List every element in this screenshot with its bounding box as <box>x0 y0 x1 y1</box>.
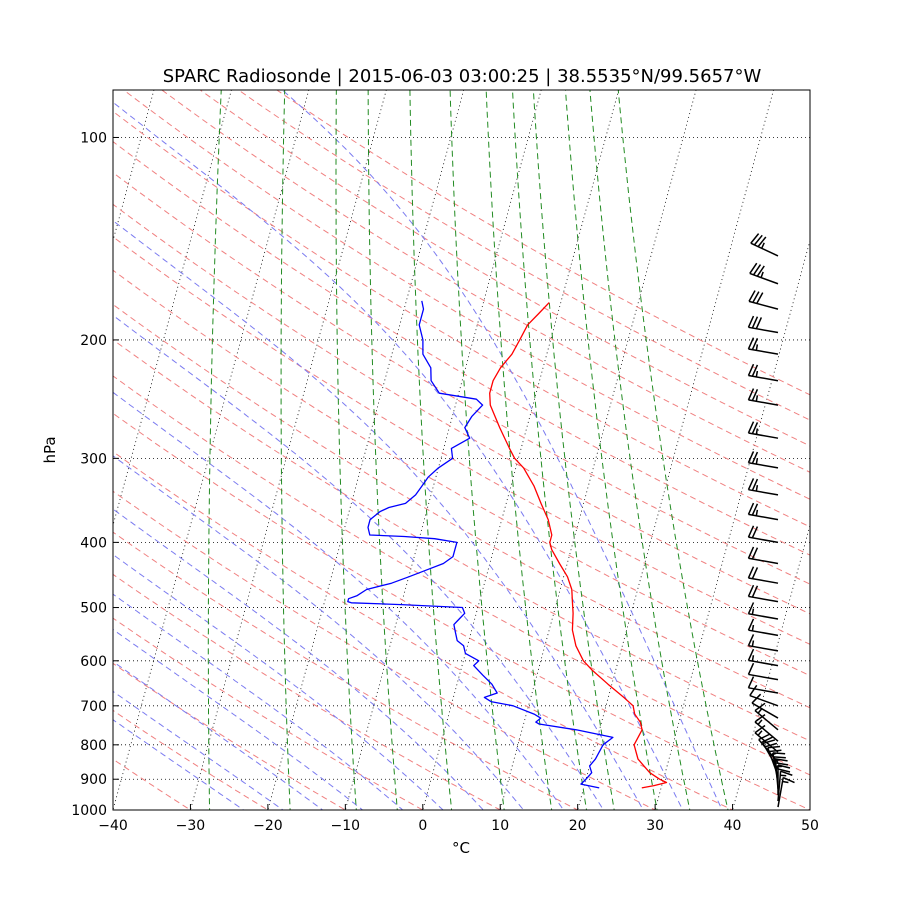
dry-adiabat-line <box>113 709 269 810</box>
x-tick-label: −40 <box>98 818 128 834</box>
moist-adiabat-line <box>113 101 684 810</box>
wind-barb <box>747 337 779 355</box>
dry-adiabat-line <box>113 451 734 810</box>
chart-title: SPARC Radiosonde | 2015-06-03 03:00:25 |… <box>163 66 762 87</box>
moist-adiabat-line <box>113 314 605 810</box>
dry-adiabat-line <box>113 141 810 556</box>
wind-barb <box>758 733 779 764</box>
x-tick-label: 40 <box>724 818 742 834</box>
wind-barb <box>754 713 779 742</box>
dry-adiabat-line <box>113 758 192 810</box>
wind-barb <box>749 262 779 285</box>
wind-barb <box>747 648 779 667</box>
dry-adiabat-line <box>113 573 502 810</box>
wind-barb <box>747 602 779 620</box>
axes: −40 −30 −20 −10 0 10 20 30 40 50 100 200 300 400 500 60… <box>71 130 819 834</box>
mixing-ratio-line <box>280 90 291 810</box>
wind-barb <box>747 502 779 521</box>
moist-adiabat-line <box>113 553 444 810</box>
wind-barb <box>747 478 779 496</box>
wind-barb <box>777 770 793 802</box>
wind-barb <box>747 315 779 334</box>
x-tick-label: 0 <box>418 818 427 834</box>
moist-adiabat-line <box>113 719 245 810</box>
x-tick-label: −10 <box>331 818 361 834</box>
x-tick-label: 50 <box>801 818 819 834</box>
dry-adiabat-line <box>113 110 810 528</box>
dry-adiabat-line <box>113 269 810 677</box>
mixing-ratio-line <box>367 90 398 810</box>
dewpoint-trace <box>347 300 614 789</box>
mixing-ratio-line <box>512 90 588 810</box>
y-tick-label: 700 <box>80 699 107 715</box>
x-axis-label: °C <box>452 839 470 857</box>
x-tick-label: 20 <box>569 818 587 834</box>
wind-barb <box>747 388 779 406</box>
plot-frame <box>112 89 811 811</box>
wind-barbs <box>747 233 795 808</box>
wind-barb <box>749 684 779 707</box>
dry-adiabat-line <box>161 90 810 473</box>
dry-adiabat-line <box>113 531 579 810</box>
dry-adiabat-line <box>113 236 810 645</box>
moist-adiabat-line <box>113 690 284 810</box>
x-tick-label: −30 <box>176 818 206 834</box>
wind-barb <box>747 363 779 382</box>
wind-barb <box>747 634 779 652</box>
wind-barb <box>747 662 779 681</box>
background-lines <box>113 90 810 810</box>
wind-barb <box>747 676 779 694</box>
wind-barb <box>747 566 779 584</box>
wind-barb <box>754 724 779 753</box>
mixing-ratio-line <box>617 90 729 810</box>
mixing-ratio-line <box>449 90 505 810</box>
mixing-ratio-line <box>409 90 453 810</box>
temperature-trace <box>489 302 668 789</box>
y-tick-label: 500 <box>80 601 107 617</box>
series-layer <box>347 300 668 789</box>
x-tick-label: −20 <box>253 818 283 834</box>
wind-barb <box>747 525 779 544</box>
y-tick-label: 200 <box>80 333 107 349</box>
dry-adiabat-line <box>237 90 810 421</box>
mixing-ratio-line <box>335 90 357 810</box>
y-tick-label: 600 <box>80 654 107 670</box>
dry-adiabat-line <box>122 90 810 500</box>
wind-barb <box>747 584 779 603</box>
x-tick-label: 30 <box>646 818 664 834</box>
dry-adiabat-line <box>113 203 810 615</box>
dry-adiabat-line <box>113 375 810 776</box>
y-tick-label: 1000 <box>71 803 107 819</box>
moist-adiabat-line <box>113 660 324 810</box>
wind-barb <box>750 233 779 257</box>
y-tick-label: 800 <box>80 738 107 754</box>
wind-barb <box>747 451 779 469</box>
moist-adiabat-line <box>113 391 565 810</box>
dry-adiabat-line <box>113 412 810 810</box>
wind-barb <box>747 421 779 439</box>
wind-barb <box>747 618 779 637</box>
mixing-ratio-line <box>485 90 553 810</box>
mixing-ratio-line <box>564 90 658 810</box>
wind-barb <box>747 546 779 565</box>
dry-adiabat-line <box>113 339 810 742</box>
moist-adiabat-line <box>281 90 723 810</box>
x-tick-label: 10 <box>491 818 509 834</box>
y-tick-label: 900 <box>80 772 107 788</box>
wind-barb <box>777 776 795 808</box>
moist-adiabat-line <box>113 593 404 810</box>
wind-barb <box>748 290 779 310</box>
y-tick-label: 400 <box>80 535 107 551</box>
y-axis-label: hPa <box>41 436 59 463</box>
moist-adiabat-line <box>113 220 644 810</box>
mixing-ratio-line <box>532 90 615 810</box>
mixing-ratio-line <box>207 90 222 810</box>
y-tick-label: 300 <box>80 451 107 467</box>
moist-adiabat-line <box>113 455 525 810</box>
y-tick-label: 100 <box>80 130 107 146</box>
mixing-ratio-line <box>589 90 691 810</box>
